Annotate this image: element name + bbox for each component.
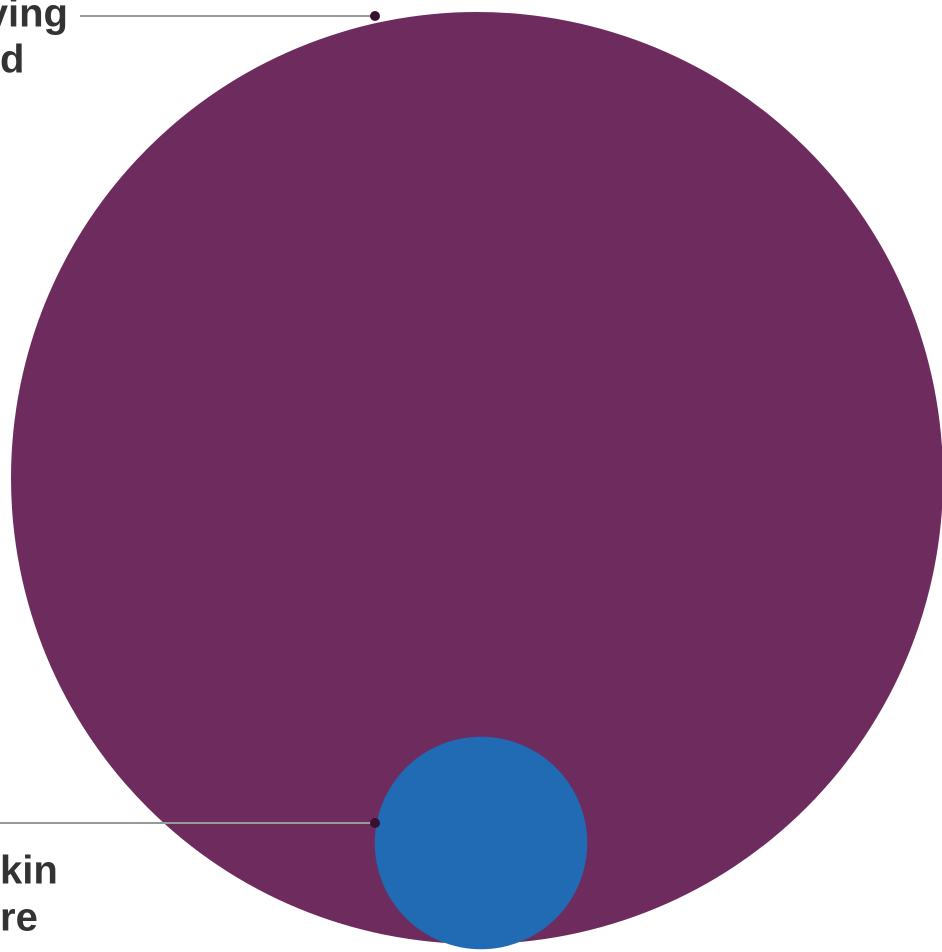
leader-dot (370, 11, 380, 21)
bubble-label: d (0, 38, 24, 82)
bubble (374, 736, 588, 950)
bubble-label: re (0, 896, 38, 940)
bubble-label: kin (0, 849, 58, 893)
leader-dot (370, 818, 380, 828)
bubble (11, 12, 942, 944)
bubble-label: ving (0, 0, 68, 36)
